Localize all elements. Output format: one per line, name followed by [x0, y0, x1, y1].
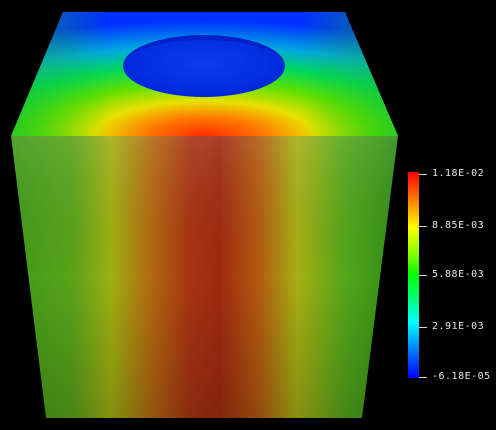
tick-mark: [419, 377, 427, 378]
tick-mark: [419, 174, 427, 175]
legend-label-4: 2.91E-03: [432, 321, 485, 332]
legend-label-2: 8.85E-03: [432, 220, 485, 231]
color-scale-bar: [408, 172, 419, 378]
circular-hole-inner-wall: [123, 35, 285, 66]
block-front-shading: [11, 136, 398, 418]
circular-hole: [123, 35, 285, 97]
color-legend: 1.18E-02 8.85E-03 5.88E-03 2.91E-03 -6.1…: [404, 168, 496, 384]
legend-label-3: 5.88E-03: [432, 269, 485, 280]
tick-mark: [419, 327, 427, 328]
legend-label-min: -6.18E-05: [432, 371, 491, 382]
tick-mark: [419, 275, 427, 276]
tick-mark: [419, 226, 427, 227]
legend-label-max: 1.18E-02: [432, 168, 485, 179]
